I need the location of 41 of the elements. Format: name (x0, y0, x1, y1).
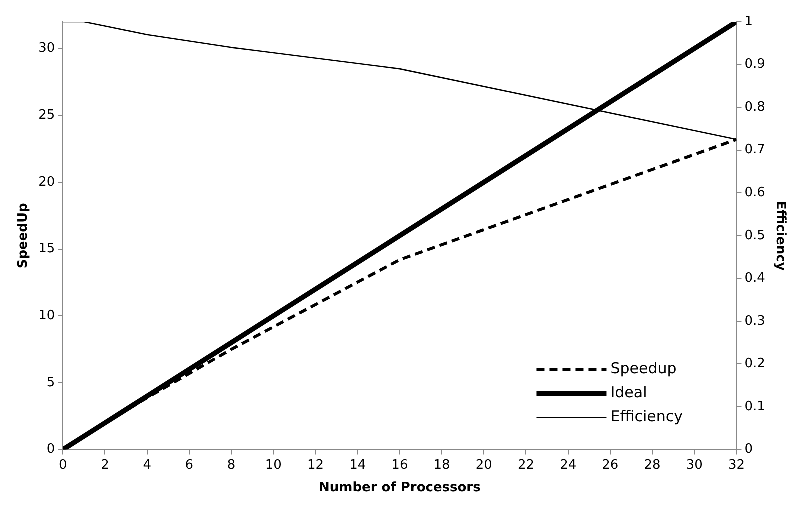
y-tick-label: 0 (46, 442, 56, 458)
y-axis-title: SpeedUp (16, 203, 32, 269)
y-tick-label: 25 (38, 108, 56, 123)
y2-axis-title: Efficiency (772, 201, 788, 272)
y2-tick-label: 0.9 (744, 57, 766, 72)
y2-tick-label: 0.3 (744, 314, 766, 329)
y-tick-label: 20 (38, 174, 56, 190)
y-tick-label: 30 (38, 41, 56, 56)
x-tick-label: 0 (59, 458, 68, 473)
x-tick-label: 2 (101, 458, 110, 473)
x-tick-label: 14 (350, 458, 366, 473)
x-tick-label: 20 (476, 458, 492, 473)
x-tick-label: 22 (518, 458, 535, 473)
y2-tick-label: 0.8 (744, 100, 766, 115)
y2-tick-label: 0.4 (744, 271, 766, 286)
x-tick-label: 32 (728, 458, 745, 473)
y2-tick-label: 0.1 (744, 399, 766, 414)
y2-tick-label: 0.7 (744, 142, 766, 158)
y2-tick-label: 0.6 (744, 185, 766, 200)
y2-tick-label: 0.2 (744, 356, 766, 372)
x-tick-label: 16 (392, 458, 408, 473)
x-tick-label: 10 (265, 458, 282, 473)
x-axis-title: Number of Processors (319, 480, 482, 496)
legend-label: Speedup (610, 360, 677, 378)
x-tick-label: 18 (434, 458, 450, 473)
x-tick-label: 8 (227, 458, 236, 473)
legend-label: Ideal (610, 384, 648, 402)
x-tick-label: 12 (307, 458, 324, 473)
y-tick-label: 5 (46, 375, 56, 390)
x-tick-label: 28 (644, 458, 661, 473)
y2-tick-label: 0 (744, 442, 754, 458)
x-tick-label: 6 (185, 458, 194, 473)
x-tick-label: 30 (686, 458, 703, 473)
y-tick-label: 15 (38, 242, 56, 257)
x-tick-label: 26 (602, 458, 619, 473)
legend-label: Efficiency (610, 408, 684, 426)
y-tick-label: 10 (38, 308, 56, 324)
y2-tick-label: 1 (744, 14, 754, 30)
x-tick-label: 24 (560, 458, 577, 473)
y2-tick-label: 0.5 (744, 228, 766, 244)
x-tick-label: 4 (143, 458, 152, 473)
